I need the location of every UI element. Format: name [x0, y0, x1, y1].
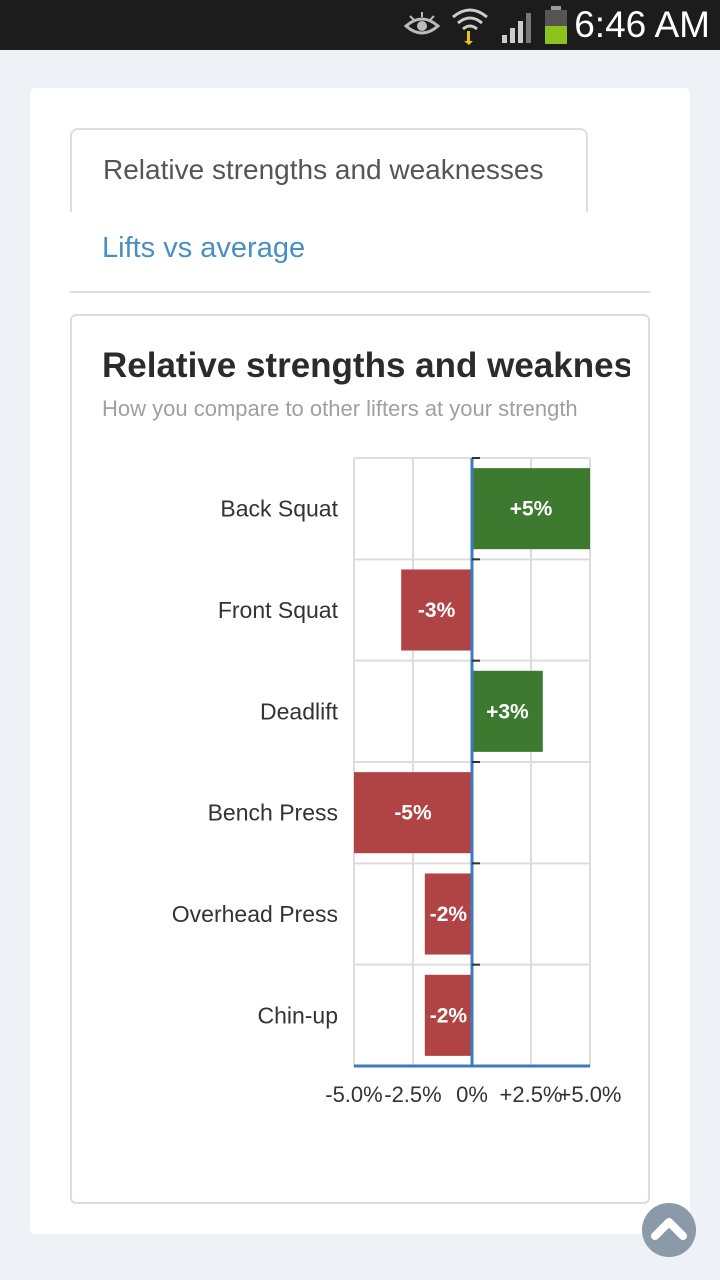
bar-data-label: -2%	[430, 903, 468, 926]
category-label: Front Squat	[218, 597, 339, 623]
category-label: Back Squat	[220, 496, 338, 522]
tab-label: Relative strengths and weaknesses	[103, 154, 544, 185]
x-tick-label: 0%	[456, 1082, 488, 1107]
chart-subtitle: How you compare to other lifters at your…	[102, 396, 578, 421]
signal-icon	[502, 13, 531, 43]
category-label: Deadlift	[260, 698, 339, 724]
bar-data-label: -2%	[430, 1004, 468, 1027]
x-tick-label: -2.5%	[384, 1082, 441, 1107]
bar	[472, 670, 543, 752]
battery-icon	[545, 6, 567, 44]
bar-data-label: +3%	[486, 700, 529, 723]
chart-panel: Relative strengths and weaknesses How yo…	[70, 314, 650, 1204]
bar	[424, 974, 472, 1056]
eye-icon	[404, 12, 440, 35]
bar-data-label: -3%	[418, 599, 456, 622]
bar	[354, 772, 472, 854]
x-tick-label: -5.0%	[325, 1082, 382, 1107]
tab-lifts-vs-average[interactable]: Lifts vs average	[102, 232, 306, 264]
chevron-up-icon	[651, 1218, 687, 1240]
bar-data-label: -5%	[394, 802, 432, 825]
bar-chart: +5% Back Squat -3% Front Squat +3% Deadlift -5…	[172, 457, 622, 1107]
tabs-divider	[70, 291, 650, 293]
category-label: Chin-up	[257, 1002, 338, 1028]
clock: 6:46 AM	[574, 4, 710, 45]
bar-data-label: +5%	[510, 498, 553, 521]
x-tick-label: +2.5%	[500, 1082, 563, 1107]
chart-title: Relative strengths and weaknesses	[102, 346, 630, 385]
content-card: Relative strengths and weaknesses Lifts …	[30, 88, 690, 1234]
category-label: Bench Press	[208, 800, 338, 826]
wifi-icon	[452, 8, 488, 45]
scroll-to-top-button[interactable]	[642, 1203, 696, 1257]
category-label: Overhead Press	[172, 901, 338, 927]
bar	[424, 873, 472, 955]
tab-relative-strengths[interactable]: Relative strengths and weaknesses	[70, 128, 588, 212]
x-tick-label: +5.0%	[559, 1082, 622, 1107]
status-bar: 6:46 AM	[0, 0, 720, 50]
bar	[401, 569, 472, 651]
bar	[472, 468, 590, 550]
